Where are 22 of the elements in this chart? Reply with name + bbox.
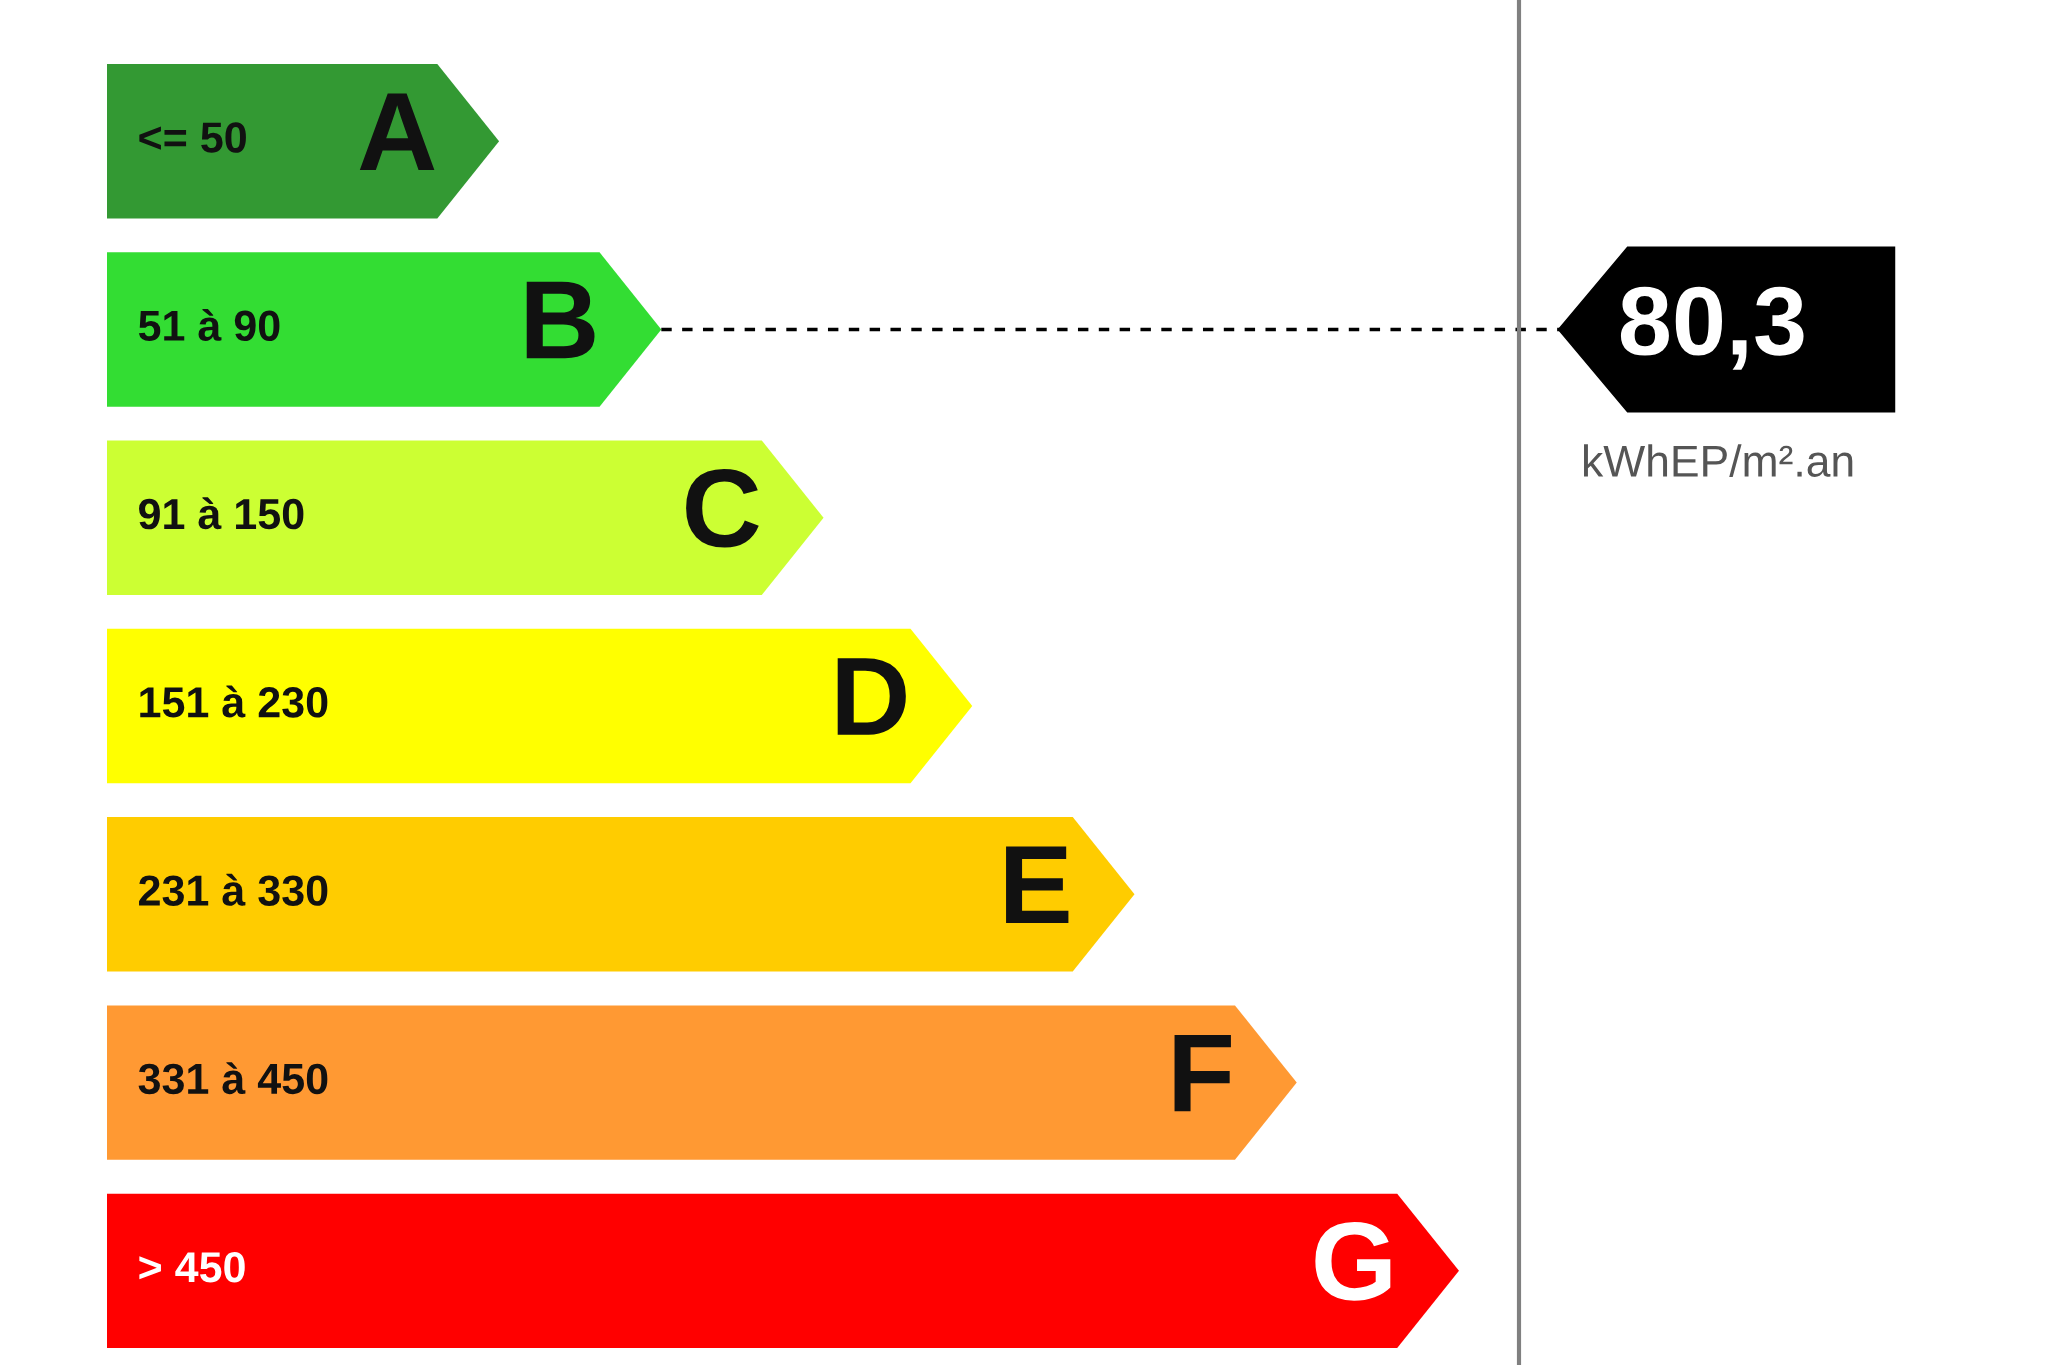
bar (107, 1193, 1459, 1349)
bar (107, 628, 973, 784)
bar (107, 252, 662, 407)
ref-line-label: 80,3 (1620, 286, 1804, 370)
annotation: 231 à 330 (139, 873, 328, 906)
y-tick-label: C (686, 468, 759, 548)
y-tick-label: A (359, 93, 435, 170)
annotation: 151 à 230 (140, 685, 328, 718)
annotation: <= 50 (139, 122, 246, 153)
y-tick-label: G (1315, 1222, 1391, 1301)
y-tick-label: F (1174, 1034, 1231, 1112)
y-tick-label: B (526, 281, 595, 359)
y-tick-label: D (837, 658, 906, 735)
annotation: 51 à 90 (138, 309, 280, 342)
bar (107, 1005, 1297, 1160)
annotation: 91 à 150 (139, 497, 304, 530)
annotation: > 450 (139, 1251, 245, 1283)
annotation: 331 à 450 (138, 1062, 328, 1095)
y-tick-label: E (1006, 846, 1069, 924)
bar (107, 440, 824, 595)
text: kWhEP/m².an (1584, 444, 1853, 477)
bar (107, 817, 1135, 972)
